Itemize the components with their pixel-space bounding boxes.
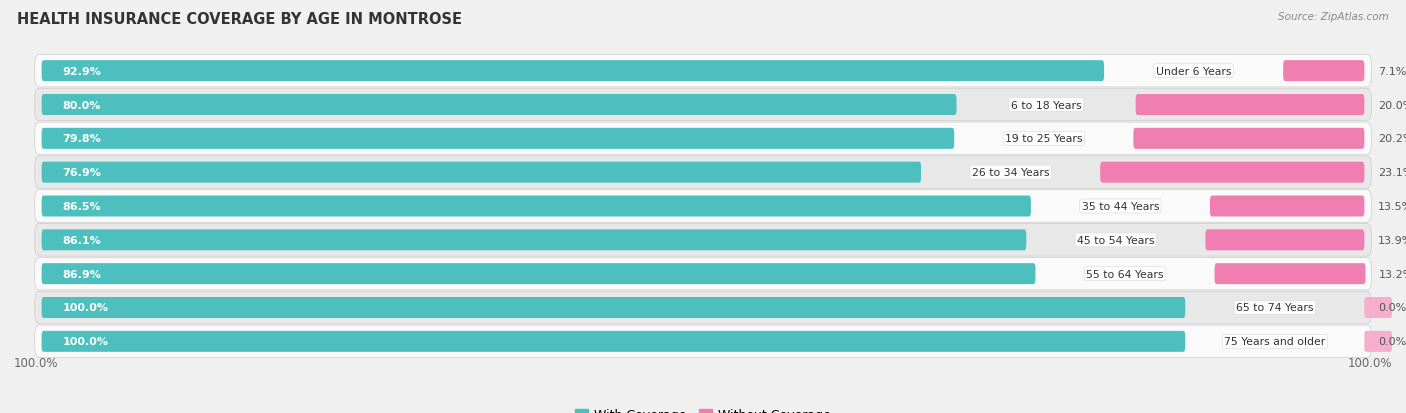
FancyBboxPatch shape	[1133, 128, 1364, 150]
FancyBboxPatch shape	[35, 258, 1371, 290]
Text: 26 to 34 Years: 26 to 34 Years	[972, 168, 1049, 178]
FancyBboxPatch shape	[42, 230, 1026, 251]
FancyBboxPatch shape	[35, 325, 1371, 358]
Text: 6 to 18 Years: 6 to 18 Years	[1011, 100, 1081, 110]
FancyBboxPatch shape	[42, 61, 1104, 82]
Text: 86.9%: 86.9%	[62, 269, 101, 279]
FancyBboxPatch shape	[42, 331, 1185, 352]
Text: 0.0%: 0.0%	[1378, 303, 1406, 313]
FancyBboxPatch shape	[35, 123, 1371, 155]
Text: 100.0%: 100.0%	[62, 303, 108, 313]
Text: 23.1%: 23.1%	[1378, 168, 1406, 178]
FancyBboxPatch shape	[35, 55, 1371, 88]
Text: 76.9%: 76.9%	[62, 168, 101, 178]
Text: 92.9%: 92.9%	[62, 66, 101, 76]
Text: 7.1%: 7.1%	[1378, 66, 1406, 76]
Text: Under 6 Years: Under 6 Years	[1156, 66, 1232, 76]
Text: 55 to 64 Years: 55 to 64 Years	[1087, 269, 1164, 279]
FancyBboxPatch shape	[1211, 196, 1364, 217]
Text: 100.0%: 100.0%	[62, 337, 108, 347]
FancyBboxPatch shape	[1215, 263, 1365, 285]
Text: 80.0%: 80.0%	[62, 100, 101, 110]
FancyBboxPatch shape	[1364, 331, 1392, 352]
Text: 20.0%: 20.0%	[1378, 100, 1406, 110]
FancyBboxPatch shape	[1101, 162, 1364, 183]
Text: 86.1%: 86.1%	[62, 235, 101, 245]
FancyBboxPatch shape	[42, 196, 1031, 217]
FancyBboxPatch shape	[1136, 95, 1364, 116]
FancyBboxPatch shape	[1205, 230, 1364, 251]
FancyBboxPatch shape	[35, 89, 1371, 121]
Text: 13.9%: 13.9%	[1378, 235, 1406, 245]
FancyBboxPatch shape	[42, 263, 1035, 285]
Text: HEALTH INSURANCE COVERAGE BY AGE IN MONTROSE: HEALTH INSURANCE COVERAGE BY AGE IN MONT…	[17, 12, 463, 27]
FancyBboxPatch shape	[42, 297, 1185, 318]
FancyBboxPatch shape	[35, 224, 1371, 256]
FancyBboxPatch shape	[1364, 297, 1392, 318]
Text: Source: ZipAtlas.com: Source: ZipAtlas.com	[1278, 12, 1389, 22]
Text: 100.0%: 100.0%	[1347, 356, 1392, 369]
FancyBboxPatch shape	[35, 190, 1371, 223]
FancyBboxPatch shape	[42, 95, 956, 116]
FancyBboxPatch shape	[1284, 61, 1364, 82]
FancyBboxPatch shape	[42, 162, 921, 183]
Text: 13.5%: 13.5%	[1378, 202, 1406, 211]
Text: 35 to 44 Years: 35 to 44 Years	[1081, 202, 1159, 211]
Text: 79.8%: 79.8%	[62, 134, 101, 144]
Text: 13.2%: 13.2%	[1379, 269, 1406, 279]
FancyBboxPatch shape	[35, 292, 1371, 324]
FancyBboxPatch shape	[35, 157, 1371, 189]
FancyBboxPatch shape	[42, 128, 955, 150]
Text: 100.0%: 100.0%	[14, 356, 59, 369]
Legend: With Coverage, Without Coverage: With Coverage, Without Coverage	[571, 404, 835, 413]
Text: 65 to 74 Years: 65 to 74 Years	[1236, 303, 1313, 313]
Text: 20.2%: 20.2%	[1378, 134, 1406, 144]
Text: 0.0%: 0.0%	[1378, 337, 1406, 347]
Text: 19 to 25 Years: 19 to 25 Years	[1005, 134, 1083, 144]
Text: 75 Years and older: 75 Years and older	[1225, 337, 1326, 347]
Text: 86.5%: 86.5%	[62, 202, 101, 211]
Text: 45 to 54 Years: 45 to 54 Years	[1077, 235, 1154, 245]
